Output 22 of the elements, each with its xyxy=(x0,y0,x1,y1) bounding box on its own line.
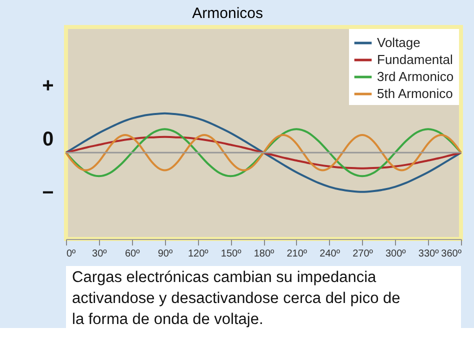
text: + xyxy=(42,74,54,97)
x-tick-label: 60º xyxy=(124,248,140,260)
x-tick-label: 240º xyxy=(320,248,340,260)
x-tick-label: 120º xyxy=(188,248,209,260)
x-tick-label: 330º xyxy=(418,248,440,260)
legend-label: Fundamental xyxy=(377,52,453,67)
x-tick-label: 180º xyxy=(254,248,275,260)
text: Cargas electrónicas cambian su impedancia activandose y desactivandose cerca del pico de la forma de onda de voltaje. xyxy=(72,269,400,328)
x-tick-label: 270º xyxy=(352,248,374,260)
x-tick-label: 360º xyxy=(441,248,462,260)
x-tick-label: 90º xyxy=(158,248,173,260)
x-tick-label: 0º xyxy=(66,248,76,260)
x-tick-label: 210º xyxy=(286,248,308,260)
x-tick-label: 150º xyxy=(220,248,242,260)
chart-title: Armonicos xyxy=(192,5,264,22)
text: − xyxy=(42,182,54,204)
legend-label: 5th Armonico xyxy=(377,86,453,101)
x-tick-label: 30º xyxy=(92,248,108,260)
text: 0 xyxy=(42,128,54,150)
legend-label: 3rd Armonico xyxy=(377,69,454,84)
x-tick-label: 300º xyxy=(385,248,406,260)
legend-label: Voltage xyxy=(377,35,420,50)
